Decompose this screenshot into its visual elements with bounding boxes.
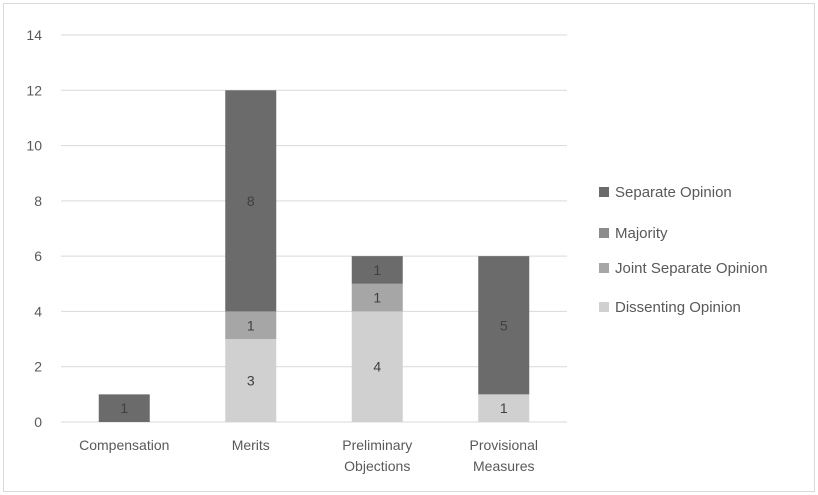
y-tick-label: 14 bbox=[26, 27, 42, 43]
y-tick-label: 10 bbox=[26, 138, 42, 154]
y-tick-label: 6 bbox=[34, 248, 42, 264]
x-tick-label-line: Objections bbox=[344, 458, 410, 474]
x-axis-tick-labels: Compensation Merits Preliminary ObjectionsP… bbox=[79, 437, 538, 474]
y-tick-label: 0 bbox=[34, 414, 42, 430]
legend-label: Dissenting Opinion bbox=[615, 299, 741, 316]
bar-segment bbox=[351, 256, 403, 284]
x-tick-label: Provisional Measures bbox=[470, 437, 538, 474]
stacked-bar-chart: 0 2 4 6 8 10 12 14 1 3 1 8 4 1 1 1 5 Compensation Merits… bbox=[26, 27, 768, 474]
legend-label: Separate Opinion bbox=[615, 184, 732, 201]
x-tick-label-line: Measures bbox=[473, 458, 534, 474]
y-axis-tick-labels: 0 2 4 6 8 10 12 14 bbox=[26, 27, 42, 430]
legend-label: Majority bbox=[615, 225, 668, 242]
data-label: 5 bbox=[500, 317, 508, 333]
bar-segment bbox=[225, 90, 277, 312]
x-tick-label-line: Compensation bbox=[79, 437, 169, 453]
x-tick-label-line: Provisional bbox=[470, 437, 538, 453]
bar-segment bbox=[225, 339, 277, 422]
data-label: 4 bbox=[373, 359, 381, 375]
y-tick-label: 2 bbox=[34, 359, 42, 375]
bar-segment bbox=[98, 394, 150, 422]
bars bbox=[98, 90, 530, 422]
bar-segment bbox=[478, 394, 530, 422]
y-tick-label: 12 bbox=[26, 82, 42, 98]
legend-swatch bbox=[599, 263, 609, 273]
y-tick-label: 8 bbox=[34, 193, 42, 209]
x-tick-label-line: Preliminary bbox=[342, 437, 412, 453]
x-tick-label: Preliminary Objections bbox=[342, 437, 412, 474]
data-label: 1 bbox=[373, 290, 381, 306]
gridlines bbox=[61, 34, 567, 423]
x-tick-label-line: Merits bbox=[232, 437, 270, 453]
legend: Separate Opinion Majority Joint Separate O… bbox=[599, 184, 768, 316]
bar-segment bbox=[351, 283, 403, 312]
data-label: 1 bbox=[247, 317, 255, 333]
legend-swatch bbox=[599, 302, 609, 312]
legend-swatch bbox=[599, 187, 609, 197]
legend-label: Joint Separate Opinion bbox=[615, 260, 768, 277]
x-tick-label: Compensation bbox=[79, 437, 169, 453]
bar-segment bbox=[478, 256, 530, 395]
bar-segment bbox=[225, 311, 277, 340]
data-label: 1 bbox=[373, 262, 381, 278]
y-tick-label: 4 bbox=[34, 303, 42, 319]
data-label: 1 bbox=[120, 400, 128, 416]
chart-frame: 0 2 4 6 8 10 12 14 1 3 1 8 4 1 1 1 5 Compensation Merits… bbox=[3, 3, 815, 492]
data-label: 1 bbox=[500, 400, 508, 416]
legend-swatch bbox=[599, 228, 609, 238]
x-tick-label: Merits bbox=[232, 437, 270, 453]
data-label: 8 bbox=[247, 193, 255, 209]
data-labels: 1 3 1 8 4 1 1 1 5 bbox=[120, 193, 508, 416]
bar-segment bbox=[351, 311, 403, 422]
data-label: 3 bbox=[247, 373, 255, 389]
